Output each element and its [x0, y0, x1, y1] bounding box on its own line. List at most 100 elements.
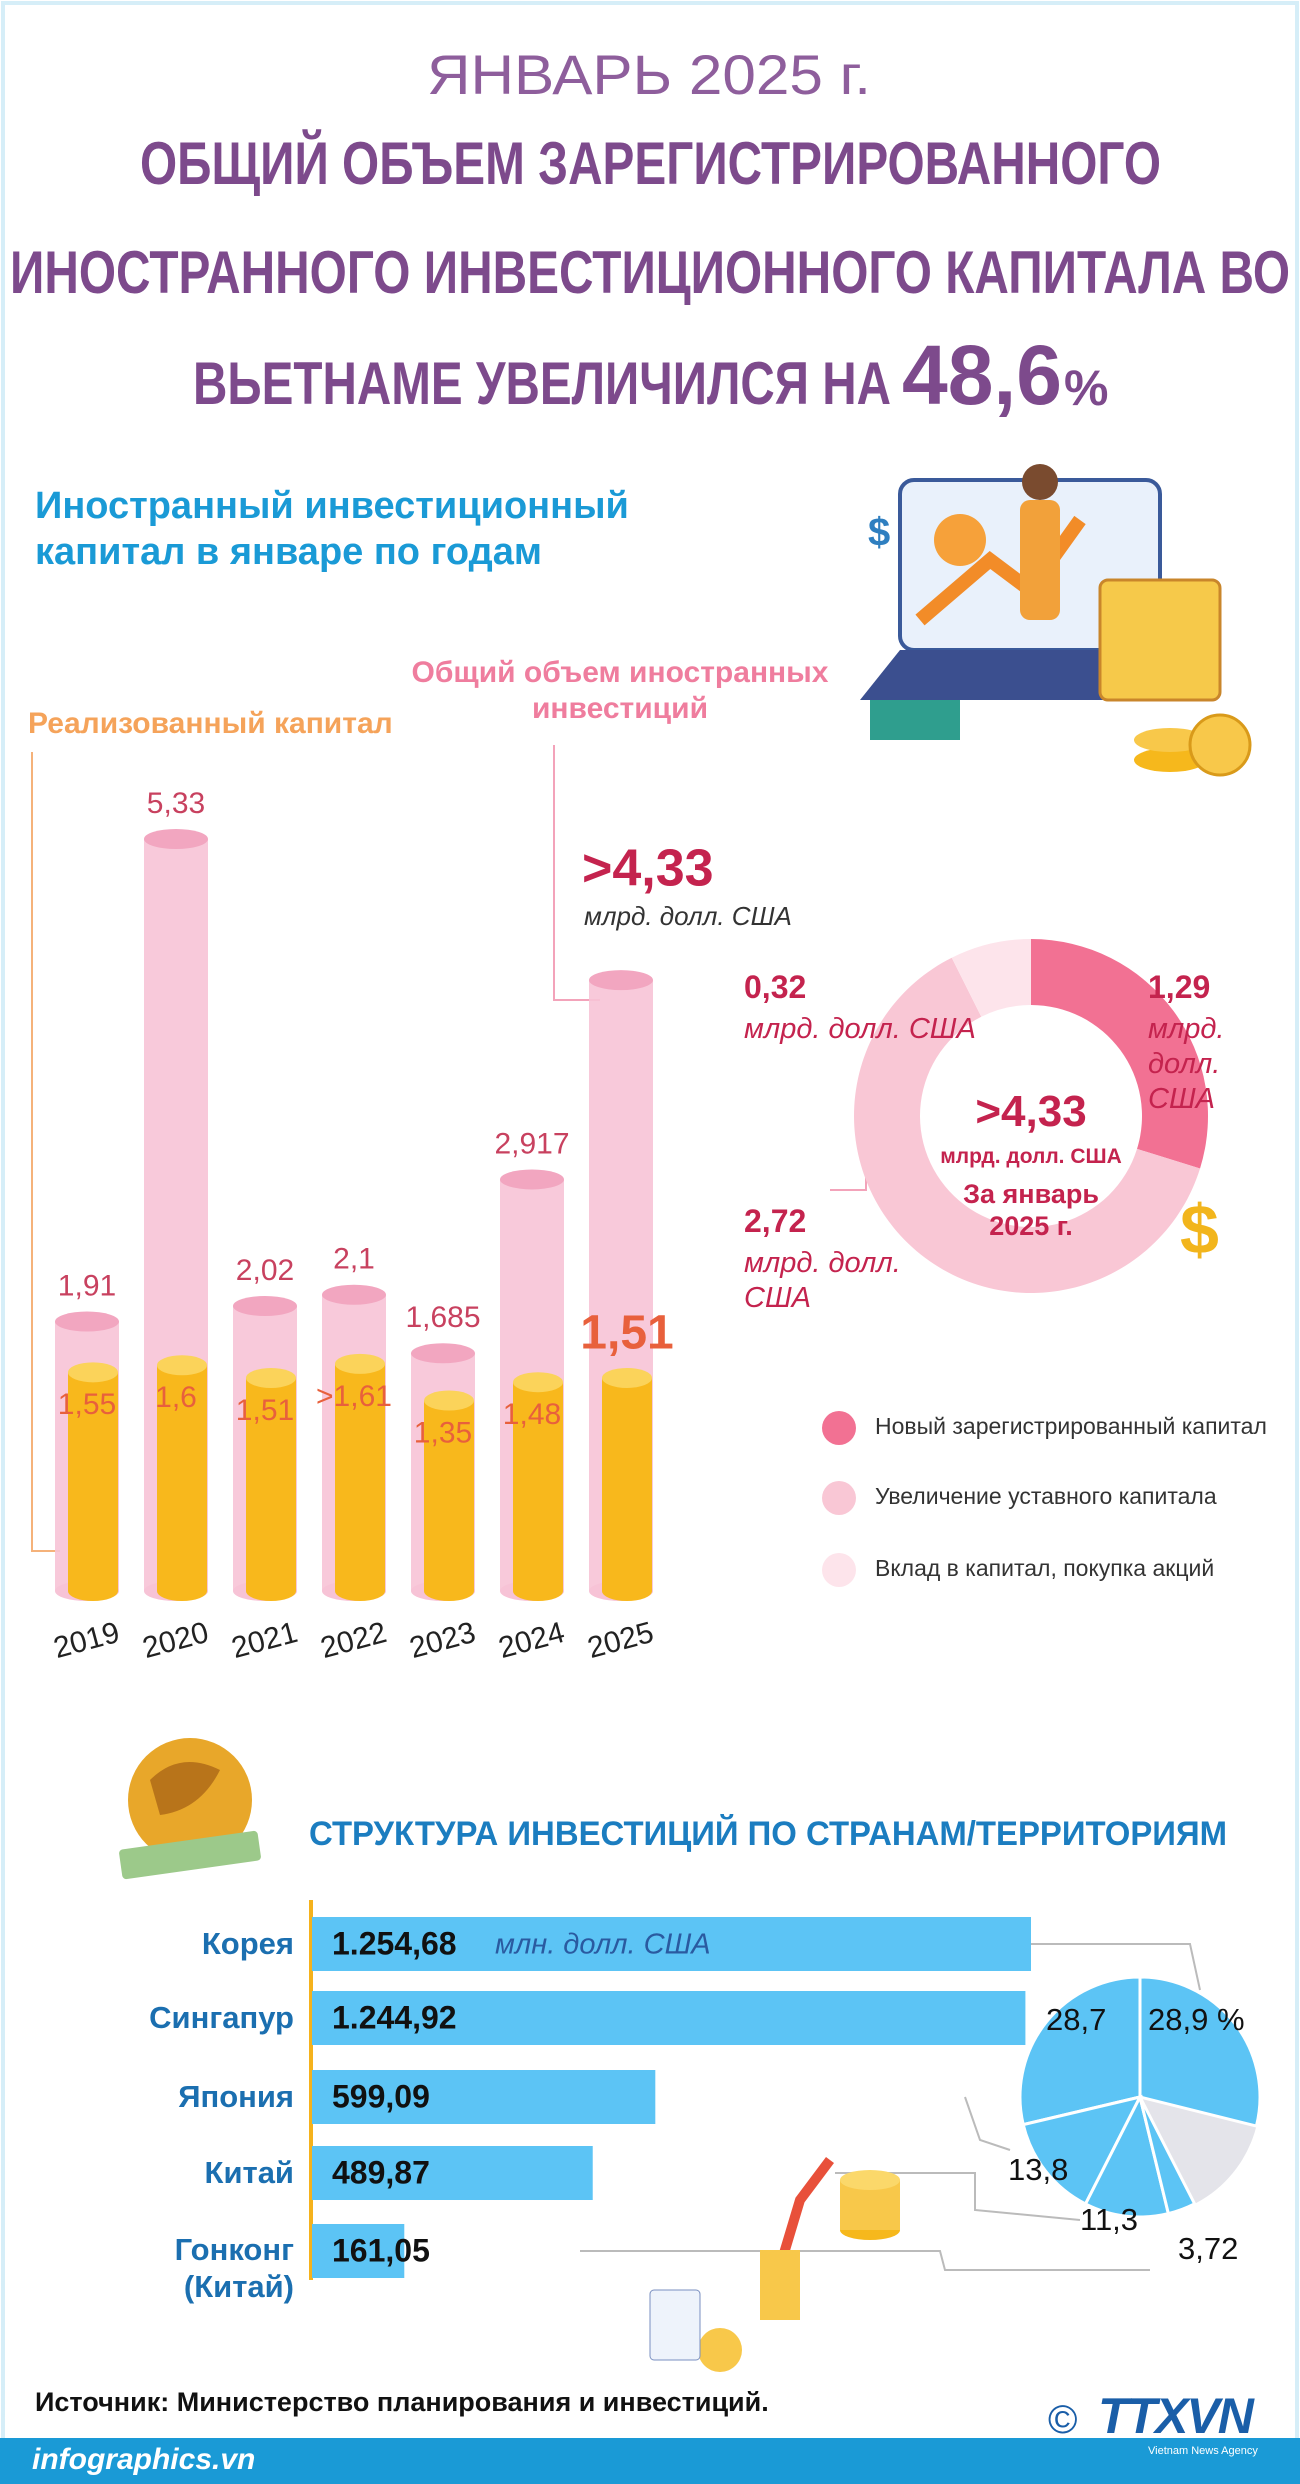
x-tick-label: 2022: [317, 1616, 390, 1665]
cylinder: [335, 1353, 385, 1601]
category-label: Япония: [178, 2079, 294, 2114]
value-label: 1,51: [580, 1307, 673, 1360]
cylinder-body: [246, 1377, 296, 1591]
cylinder: [68, 1362, 118, 1601]
cylinder-body: [602, 1377, 652, 1591]
value-label: 1,51: [236, 1394, 294, 1427]
header-unit: %: [1064, 360, 1108, 416]
series-label: Реализованный капитал: [28, 707, 393, 740]
donut-slice: [1031, 939, 1209, 1169]
value-unit: млн. долл. США: [495, 1929, 711, 1961]
coins-illustration: [649, 2157, 900, 2372]
section-title: Иностранный инвестиционный капитал в янв…: [35, 485, 629, 573]
value-label: 161,05: [332, 2232, 430, 2268]
cylinder-base: [602, 1581, 652, 1601]
pie-slice: [1021, 2094, 1143, 2206]
x-tick-label: 2020: [139, 1616, 212, 1665]
footer-band: [0, 2438, 1300, 2484]
value-label: 1.244,92: [332, 1999, 457, 2035]
dollar-icon: $: [1180, 1190, 1219, 1268]
cylinder-body: [157, 1365, 207, 1591]
x-tick-label: 2025: [584, 1616, 657, 1665]
cylinder-base: [424, 1581, 474, 1601]
header-line: ЯНВАРЬ 2025 г.: [427, 43, 871, 106]
agency: Vietnam News Agency: [1148, 2445, 1258, 2457]
legend-label: Новый зарегистрированный капитал: [875, 1413, 1267, 1439]
copyright: ©: [1048, 2398, 1078, 2442]
cylinder-top: [335, 1353, 385, 1374]
series-label: Общий объем иностранных инвестиций: [411, 656, 829, 725]
value-label: 1,6: [155, 1381, 197, 1414]
header-line: ВЬЕТНАМЕ УВЕЛИЧИЛСЯ НА: [193, 350, 891, 417]
cylinder-base: [68, 1581, 118, 1601]
donut-slice: [951, 939, 1031, 1017]
center-value: >4,33: [975, 1087, 1087, 1136]
value-unit: млрд. долл. США: [744, 1247, 901, 1314]
legend-swatch: [822, 1481, 856, 1515]
cylinder-top: [602, 1367, 652, 1388]
value-unit: млрд. долл. США: [744, 1013, 976, 1045]
center-unit: млрд. долл. США: [940, 1145, 1122, 1168]
header-highlight: 48,6: [902, 328, 1062, 422]
cylinder-top: [144, 829, 208, 849]
bar: [312, 1991, 1026, 2045]
value-label: 3,72: [1178, 2231, 1238, 2266]
footer-site: infographics.vn: [32, 2443, 256, 2476]
value-label: 1,55: [58, 1388, 116, 1421]
value-label: 2,1: [333, 1243, 375, 1276]
cylinder-base: [246, 1581, 296, 1601]
header-line: ИНОСТРАННОГО ИНВЕСТИЦИОННОГО КАПИТАЛА ВО: [10, 239, 1290, 306]
cylinder-top: [55, 1311, 119, 1332]
value-label: 0,32: [744, 969, 807, 1005]
cylinder-base: [513, 1581, 563, 1601]
illustration: $: [860, 464, 1252, 777]
category-label: Гонконг (Китай): [174, 2232, 294, 2305]
cylinder-top: [246, 1367, 296, 1388]
cylinder-body: [68, 1372, 118, 1591]
cylinder-top: [500, 1169, 564, 1190]
cylinder: [602, 1367, 652, 1601]
value-label: 599,09: [332, 2078, 430, 2114]
cylinder-top: [68, 1362, 118, 1383]
cylinder-body: [335, 1363, 385, 1591]
value-label: 1.254,68: [332, 1925, 457, 1961]
value-label: 2,917: [494, 1127, 569, 1160]
category-label: Сингапур: [149, 2000, 294, 2035]
header-line: ОБЩИЙ ОБЪЕМ ЗАРЕГИСТРИРОВАННОГО: [140, 130, 1161, 197]
category-label: Китай: [204, 2155, 294, 2190]
connector: [31, 752, 60, 1552]
value-label: 13,8: [1008, 2152, 1068, 2187]
bar: [312, 2224, 405, 2278]
bar: [312, 1917, 1031, 1971]
cylinder-base: [157, 1581, 207, 1601]
cylinder-base: [335, 1581, 385, 1601]
value-label: 2,72: [744, 1203, 807, 1239]
value-label: 28,7: [1046, 2002, 1106, 2037]
cylinder-top: [589, 970, 653, 991]
value-label: 5,33: [147, 787, 205, 820]
connector: [553, 745, 600, 1001]
pie-slice: [1138, 1975, 1262, 2128]
category-label: Корея: [201, 1926, 294, 1961]
x-tick-label: 2019: [50, 1616, 123, 1665]
value-unit: млрд. долл. США: [584, 901, 792, 931]
value-label: 1,48: [503, 1398, 561, 1431]
value-label: 1,91: [58, 1269, 116, 1302]
value-label: 1,35: [414, 1416, 472, 1449]
value-unit: млрд. долл. США: [1148, 1013, 1225, 1115]
value-label: 28,9 %: [1148, 2002, 1245, 2037]
value-label: 2,02: [236, 1254, 294, 1287]
value-label: 1,29: [1148, 969, 1211, 1005]
value-label: >1,61: [316, 1380, 392, 1413]
donut-slice: [854, 957, 1201, 1293]
cylinder: [513, 1372, 563, 1601]
cylinder-top: [411, 1343, 475, 1364]
cylinder-top: [424, 1390, 474, 1411]
bar: [312, 2146, 593, 2200]
cylinder-top: [157, 1355, 207, 1376]
x-tick-label: 2023: [406, 1616, 479, 1665]
legend-label: Вклад в капитал, покупка акций: [875, 1555, 1215, 1581]
logo: TTXVN: [1098, 2388, 1254, 2444]
